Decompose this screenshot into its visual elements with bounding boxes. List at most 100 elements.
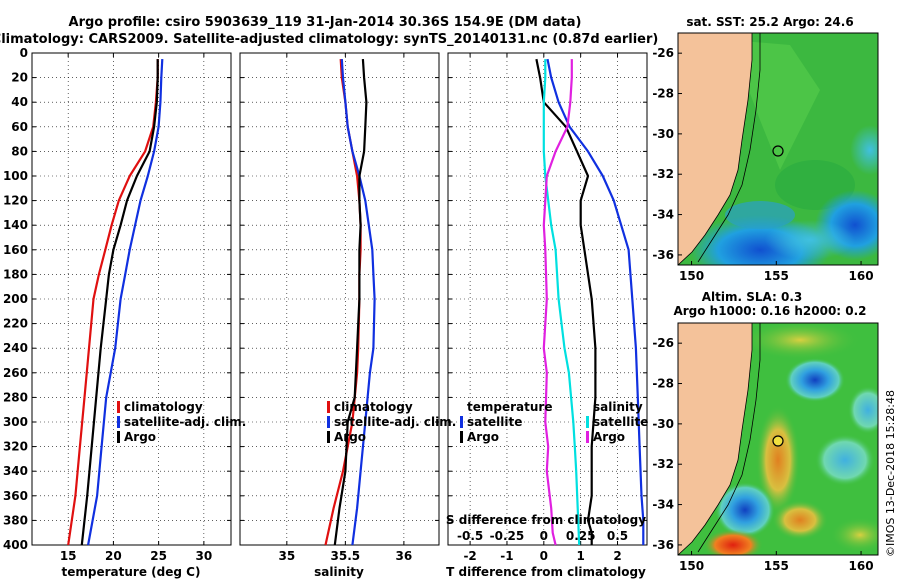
sst-cool-patch — [725, 201, 795, 229]
legend-t-argo: Argo — [467, 430, 499, 444]
temperature-legend: climatology satellite-adj. clim. Argo — [117, 400, 246, 444]
series-line-t-argo-clim — [535, 58, 597, 545]
sla-map-title-2: Argo h1000: 0.16 h2000: 0.2 — [673, 304, 866, 318]
salinity-xlabel: salinity — [314, 565, 364, 579]
x-tick-label: 30 — [196, 549, 213, 563]
sla-high-blob — [830, 517, 878, 553]
sla-high-blob — [772, 500, 828, 540]
sla-isobath — [697, 323, 761, 553]
sla-high-blob — [756, 405, 800, 515]
s-difference-tick-label: 0.5 — [607, 529, 628, 543]
series-line-argo — [80, 59, 159, 546]
pressure-tick-label: 60 — [11, 120, 28, 134]
legend-satellite-swatch — [327, 416, 330, 428]
pressure-tick-label: 380 — [3, 513, 28, 527]
pressure-tick-label: 140 — [3, 218, 28, 232]
series-line-s-satellite-clim — [542, 59, 581, 546]
imos-stamp: ©IMOS 13-Dec-2018 15:28:48 — [884, 390, 897, 557]
x-tick-label: 35 — [278, 549, 295, 563]
temperature-xlabel: temperature (deg C) — [62, 565, 201, 579]
series-line-argo — [333, 59, 368, 546]
map-y-tick-label: -36 — [652, 538, 674, 552]
pressure-tick-label: 80 — [11, 144, 28, 158]
pressure-tick-label: 160 — [3, 243, 28, 257]
x-tick-label: -2 — [463, 549, 476, 563]
map-x-tick-label: 155 — [764, 269, 789, 283]
difference-tick-labels: -2 -1 0 1 2 — [463, 549, 621, 563]
sst-map-frame — [677, 32, 879, 266]
pressure-tick-label: 120 — [3, 194, 28, 208]
difference-series — [535, 58, 645, 546]
sst-isobath — [697, 33, 761, 263]
sst-warm-patch — [730, 40, 820, 170]
map-y-tick-label: -30 — [652, 127, 674, 141]
legend-t-argo-swatch — [460, 431, 463, 443]
legend-satellite: satellite-adj. clim. — [124, 415, 246, 429]
legend-argo: Argo — [334, 430, 366, 444]
map-y-tick-label: -32 — [652, 167, 674, 181]
map-y-tick-label: -26 — [652, 336, 674, 350]
sla-profile-marker — [772, 435, 784, 447]
pressure-tick-label: 400 — [3, 538, 28, 552]
temperature-panel-frame — [31, 52, 232, 546]
map-y-tick-label: -26 — [652, 46, 674, 60]
pressure-tick-label: 280 — [3, 390, 28, 404]
map-y-tick-label: -32 — [652, 457, 674, 471]
difference-legend-left: temperature satellite Argo — [460, 400, 552, 444]
legend-climatology-swatch — [327, 401, 330, 413]
legend-s-argo: Argo — [593, 430, 625, 444]
x-tick-label: 15 — [60, 549, 77, 563]
pressure-tick-label: 340 — [3, 464, 28, 478]
s-difference-tick-label: -0.25 — [490, 529, 525, 543]
pressure-tick-labels: 0 20 40 60 80 100 120 140 160 180 200 220 240 260 280 3… — [3, 46, 28, 552]
salinity-tick-labels: 35 35.5 36 — [278, 549, 412, 563]
temperature-series — [67, 59, 164, 546]
map-y-tick-label: -34 — [652, 498, 674, 512]
legend-temperature: temperature — [467, 400, 552, 414]
salinity-legend: climatology satellite-adj. clim. Argo — [327, 400, 456, 444]
header-line-2: Climatology: CARS2009. Satellite-adjuste… — [0, 32, 658, 47]
series-line-satellite-adj-clim- — [340, 59, 376, 546]
salinity-panel-frame — [239, 52, 440, 546]
pressure-tick-label: 300 — [3, 415, 28, 429]
map-x-tick-label: 150 — [679, 559, 704, 573]
map-y-tick-label: -36 — [652, 248, 674, 262]
sla-high-blob — [703, 529, 763, 555]
legend-satellite-swatch — [117, 416, 120, 428]
series-line-s-argo-clim — [542, 59, 573, 546]
sst-land — [678, 33, 753, 265]
x-tick-label: 1 — [576, 549, 584, 563]
temperature-tick-labels: 15 20 25 30 — [60, 549, 212, 563]
sst-profile-marker — [772, 145, 784, 157]
sst-cool-patch — [765, 220, 855, 260]
pressure-tick-label: 260 — [3, 366, 28, 380]
sla-low-blob — [785, 358, 845, 402]
pressure-tick-label: 220 — [3, 317, 28, 331]
sst-cool-patch — [850, 125, 878, 175]
s-difference-tick-label: -0.5 — [457, 529, 483, 543]
legend-argo-swatch — [327, 431, 330, 443]
sla-low-blob — [848, 386, 878, 434]
legend-s-satellite: satellite — [593, 415, 648, 429]
sla-low-blob — [815, 434, 875, 486]
pressure-tick-label: 180 — [3, 267, 28, 281]
pressure-tick-label: 100 — [3, 169, 28, 183]
legend-climatology: climatology — [334, 400, 413, 414]
legend-climatology-swatch — [117, 401, 120, 413]
sla-high-blob — [740, 323, 860, 360]
pressure-tick-label: 0 — [20, 46, 28, 60]
x-tick-label: 0 — [540, 549, 548, 563]
x-tick-label: 35.5 — [331, 549, 361, 563]
legend-s-satellite-swatch — [586, 416, 589, 428]
legend-salinity: salinity — [593, 400, 643, 414]
map-x-tick-label: 160 — [849, 269, 874, 283]
sla-low-blob — [715, 482, 775, 538]
difference-xlabel: T difference from climatology — [446, 565, 646, 579]
pressure-tick-label: 200 — [3, 292, 28, 306]
legend-argo: Argo — [124, 430, 156, 444]
map-y-tick-label: -30 — [652, 417, 674, 431]
s-difference-tick-labels: -0.5 -0.25 0 0.25 0.5 — [457, 529, 628, 543]
pressure-tick-label: 320 — [3, 440, 28, 454]
pressure-tick-label: 20 — [11, 71, 28, 85]
map-y-tick-label: -34 — [652, 208, 674, 222]
